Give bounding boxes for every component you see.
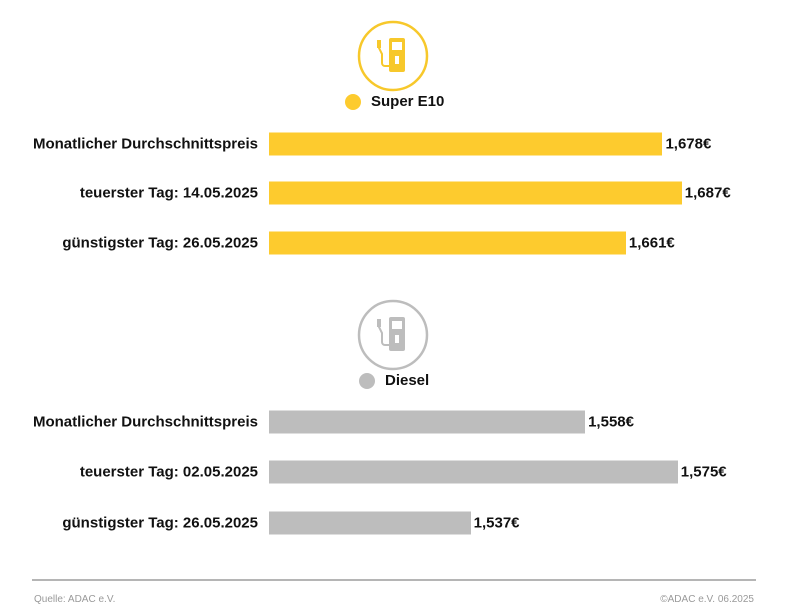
- legend-0: Super E10: [345, 93, 444, 110]
- value-label: 1,661€: [628, 234, 675, 252]
- legend-1: Diesel: [359, 372, 429, 389]
- bar: [269, 460, 678, 484]
- category-label: günstigster Tag: 26.05.2025: [62, 234, 258, 252]
- bar: [269, 181, 682, 205]
- category-label: günstigster Tag: 26.05.2025: [62, 514, 258, 532]
- category-label: teuerster Tag: 14.05.2025: [79, 184, 258, 202]
- category-label: teuerster Tag: 02.05.2025: [79, 463, 258, 481]
- category-label: Monatlicher Durchschnittspreis: [32, 135, 258, 153]
- category-label: Monatlicher Durchschnittspreis: [32, 413, 258, 431]
- bar: [269, 511, 471, 535]
- bar: [269, 410, 586, 434]
- value-label: 1,575€: [680, 463, 727, 481]
- value-label: 1,537€: [473, 514, 520, 532]
- bar: [269, 231, 626, 255]
- value-label: 1,558€: [588, 413, 634, 431]
- fuel-pump-icon: [357, 299, 429, 371]
- legend-label: Diesel: [385, 372, 430, 389]
- legend-swatch: [359, 372, 375, 389]
- bar: [269, 132, 663, 156]
- fuel-pump-icon: [357, 20, 429, 92]
- legend-swatch: [345, 93, 361, 110]
- value-label: 1,678€: [665, 135, 712, 153]
- legend-label: Super E10: [371, 93, 445, 110]
- divider: [32, 579, 756, 581]
- value-label: 1,687€: [684, 184, 731, 202]
